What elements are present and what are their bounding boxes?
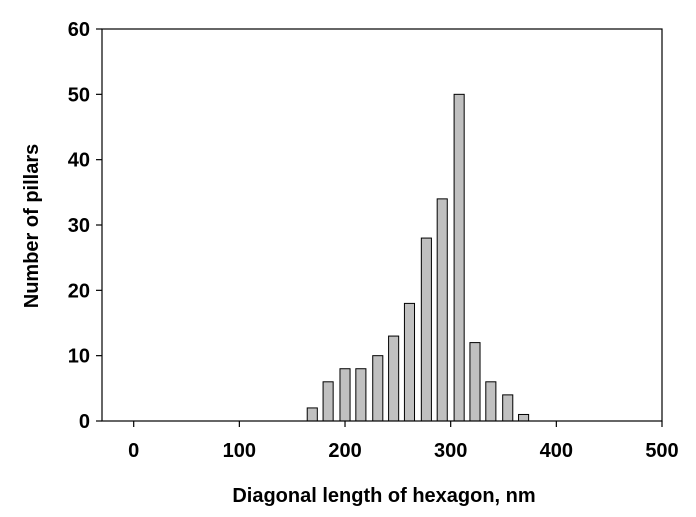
histogram-bar: [372, 355, 384, 422]
y-tick-label: 0: [79, 411, 90, 433]
y-tick-label: 40: [68, 150, 90, 172]
x-tick-label: 400: [540, 440, 573, 462]
histogram-bar: [355, 368, 367, 422]
x-tick-label: 100: [223, 440, 256, 462]
histogram-bar: [436, 198, 448, 422]
x-tick-label: 200: [328, 440, 361, 462]
histogram-bar: [339, 368, 351, 422]
histogram-bar: [388, 335, 400, 422]
x-axis-title: Diagonal length of hexagon, nm: [232, 485, 535, 507]
y-tick-label: 30: [68, 215, 90, 237]
bars-layer: [306, 93, 530, 422]
x-tick-label: 0: [128, 440, 139, 462]
histogram-bar: [453, 93, 465, 422]
x-tick-label: 300: [434, 440, 467, 462]
y-axis-ticks: 0 10 20 30 40 50 60: [68, 19, 102, 433]
histogram-bar: [485, 381, 497, 422]
histogram-bar: [518, 413, 530, 422]
y-tick-label: 60: [68, 19, 90, 41]
x-tick-label: 500: [645, 440, 678, 462]
y-tick-label: 10: [68, 346, 90, 368]
histogram-bar: [469, 342, 481, 422]
y-tick-label: 50: [68, 84, 90, 106]
y-tick-label: 20: [68, 280, 90, 302]
histogram-bar: [403, 302, 416, 422]
y-axis-title: Number of pillars: [21, 144, 43, 308]
x-axis-ticks: 0 100 200 300 400 500: [128, 421, 679, 462]
histogram-bar: [420, 237, 432, 422]
histogram-bar: [306, 407, 318, 422]
histogram-bar: [322, 381, 334, 422]
histogram-bar: [502, 394, 514, 422]
